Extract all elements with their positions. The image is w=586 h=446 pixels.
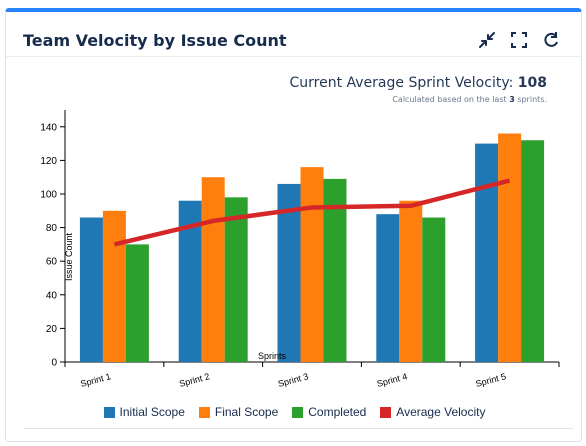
velocity-summary: Current Average Sprint Velocity: 108: [289, 75, 547, 91]
legend-label: Initial Scope: [119, 405, 185, 419]
y-tick-label: 60: [46, 257, 58, 268]
legend-initial-scope[interactable]: Initial Scope: [103, 405, 185, 419]
legend-label: Average Velocity: [396, 405, 486, 419]
y-tick-label: 140: [40, 122, 57, 133]
legend-swatch-initial: [103, 406, 115, 418]
bar-initial-scope: [79, 217, 103, 362]
y-tick-label: 120: [40, 156, 57, 167]
bar-initial-scope: [376, 214, 400, 362]
bar-initial-scope: [178, 200, 202, 362]
velocity-widget: Team Velocity by Issue Count Current Ave…: [5, 8, 582, 442]
bar-initial-scope: [277, 183, 301, 362]
chart-legend: Initial Scope Final Scope Completed Aver…: [6, 405, 583, 419]
legend-average-velocity[interactable]: Average Velocity: [380, 405, 485, 419]
legend-label: Final Scope: [214, 405, 279, 419]
bar-initial-scope: [475, 143, 499, 362]
widget-header: Team Velocity by Issue Count: [6, 12, 581, 56]
bar-final-scope: [300, 167, 324, 362]
x-tick-label: Sprint 4: [376, 371, 409, 389]
bar-final-scope: [498, 133, 522, 362]
header-divider: [6, 56, 581, 57]
velocity-chart: 0 20 40 60 80 100 120 140 Issue Count Sprint 1 Spr…: [40, 110, 560, 389]
y-tick-label: 80: [46, 223, 58, 234]
velocity-label: Current Average Sprint Velocity:: [289, 75, 514, 91]
bar-completed: [521, 140, 545, 362]
legend-swatch-completed: [292, 406, 304, 418]
header-actions: [477, 30, 561, 50]
y-tick-label: 0: [51, 358, 57, 369]
bar-final-scope: [102, 210, 126, 362]
bar-final-scope: [201, 177, 225, 362]
bar-completed: [224, 197, 248, 362]
bar-completed: [422, 217, 446, 362]
bar-completed: [125, 244, 149, 362]
legend-label: Completed: [308, 405, 367, 419]
y-tick-label: 40: [46, 290, 58, 301]
bar-final-scope: [399, 200, 423, 362]
y-tick-label: 20: [46, 324, 58, 335]
footer-divider: [24, 428, 573, 429]
x-tick-label: Sprint 1: [79, 371, 112, 389]
velocity-value: 108: [517, 75, 547, 91]
calc-suffix: sprints.: [517, 95, 547, 104]
legend-final-scope[interactable]: Final Scope: [198, 405, 279, 419]
x-tick-label: Sprint 2: [178, 371, 211, 389]
x-axis-label: Sprints: [258, 351, 287, 361]
refresh-icon[interactable]: [541, 30, 561, 50]
x-tick-label: Sprint 5: [475, 371, 508, 389]
x-tick-label: Sprint 3: [277, 371, 310, 389]
legend-completed[interactable]: Completed: [292, 405, 366, 419]
fullscreen-icon[interactable]: [509, 30, 529, 50]
calc-prefix: Calculated based on the last: [392, 95, 507, 104]
calculation-note: Calculated based on the last 3 sprints.: [392, 95, 547, 104]
y-tick-label: 100: [40, 190, 57, 201]
y-axis-label: Issue Count: [64, 232, 74, 281]
widget-title: Team Velocity by Issue Count: [23, 31, 287, 50]
average-velocity-line: [113, 178, 511, 247]
calc-count: 3: [509, 95, 515, 104]
bar-completed: [323, 178, 347, 362]
minimize-icon[interactable]: [477, 30, 497, 50]
legend-swatch-average: [380, 406, 392, 418]
legend-swatch-final: [198, 406, 210, 418]
